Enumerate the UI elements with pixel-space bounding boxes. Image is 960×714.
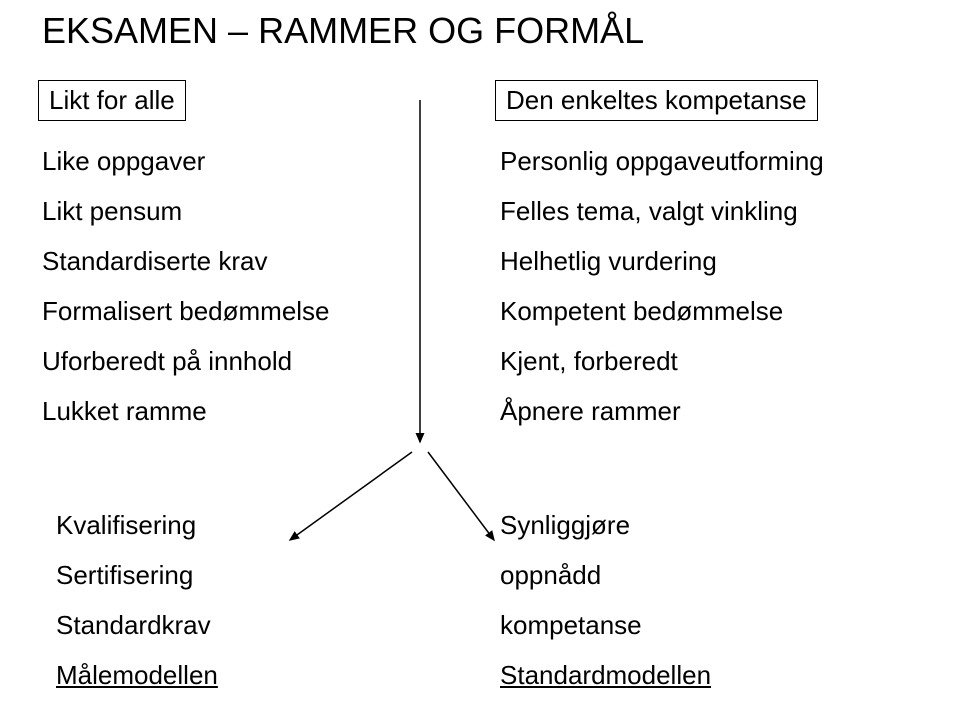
page-title: EKSAMEN – RAMMER OG FORMÅL [42, 10, 644, 52]
arrow-diag-left [290, 452, 412, 540]
left-header-box: Likt for alle [38, 80, 186, 121]
left-item-0: Like oppgaver [42, 146, 205, 177]
left-item-5: Lukket ramme [42, 396, 207, 427]
right-item-3: Kompetent bedømmelse [500, 296, 783, 327]
arrow-diag-right [428, 452, 494, 540]
bottom-right-item-2: kompetanse [500, 610, 642, 641]
left-item-4: Uforberedt på innhold [42, 346, 292, 377]
bottom-left-item-2: Standardkrav [56, 610, 211, 641]
left-item-1: Likt pensum [42, 196, 182, 227]
right-item-2: Helhetlig vurdering [500, 246, 717, 277]
right-item-1: Felles tema, valgt vinkling [500, 196, 798, 227]
right-item-5: Åpnere rammer [500, 396, 681, 427]
right-item-4: Kjent, forberedt [500, 346, 678, 377]
left-item-2: Standardiserte krav [42, 246, 267, 277]
right-header-box: Den enkeltes kompetanse [495, 80, 818, 121]
bottom-right-item-0: Synliggjøre [500, 510, 630, 541]
bottom-right-underline: Standardmodellen [500, 660, 711, 691]
right-item-0: Personlig oppgaveutforming [500, 146, 824, 177]
bottom-left-item-0: Kvalifisering [56, 510, 196, 541]
bottom-left-item-1: Sertifisering [56, 560, 193, 591]
bottom-right-item-1: oppnådd [500, 560, 601, 591]
bottom-left-underline: Målemodellen [56, 660, 218, 691]
left-item-3: Formalisert bedømmelse [42, 296, 330, 327]
